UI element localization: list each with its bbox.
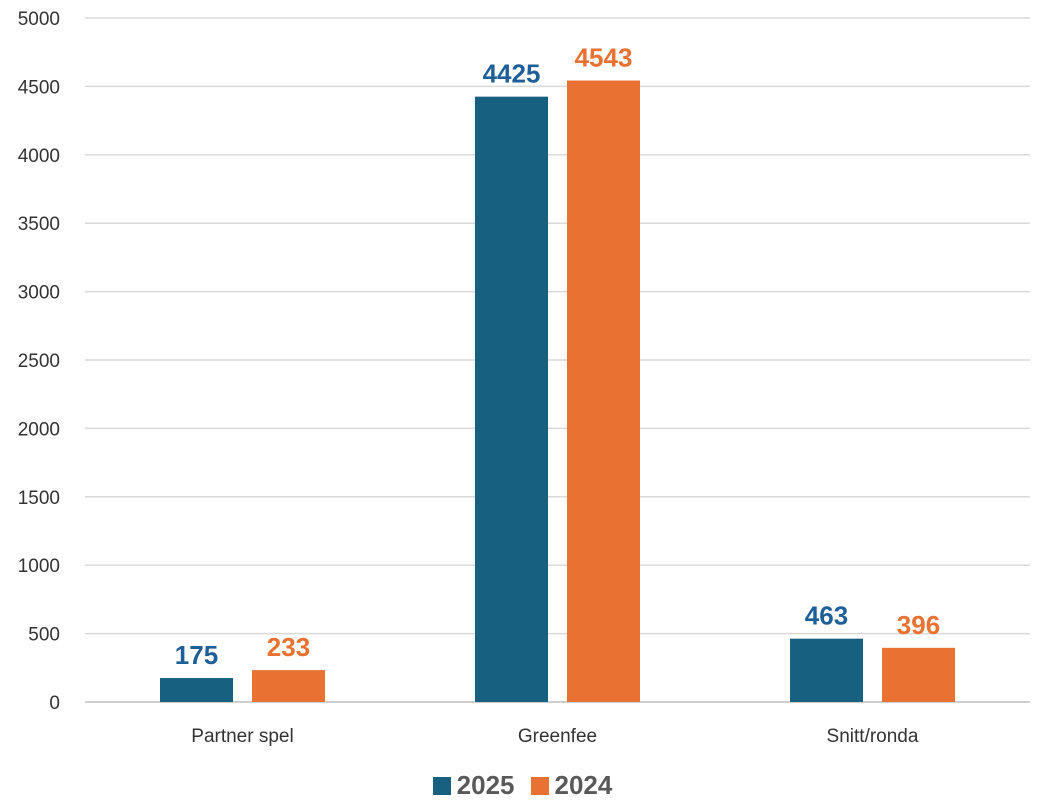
data-label-2024-greenfee: 4543 bbox=[575, 43, 633, 73]
y-tick-label-1500: 1500 bbox=[18, 488, 60, 509]
bar-2025-greenfee bbox=[475, 96, 548, 702]
y-tick-label-500: 500 bbox=[28, 625, 60, 646]
data-labels: 175 233 4425 4543 463 396 bbox=[175, 43, 940, 671]
x-category-label-greenfee: Greenfee bbox=[518, 726, 597, 747]
bar-2025-snitt-ronda bbox=[790, 638, 863, 702]
y-tick-label-0: 0 bbox=[49, 693, 60, 714]
y-tick-label-2000: 2000 bbox=[18, 419, 60, 440]
bar-2025-partner-spel bbox=[160, 678, 233, 702]
y-tick-label-3500: 3500 bbox=[18, 214, 60, 235]
legend-label-series-2: 2024 bbox=[554, 770, 613, 800]
legend-item-series-1: 2025 bbox=[432, 770, 515, 801]
x-axis-category-labels: Partner spel Greenfee Snitt/ronda bbox=[191, 726, 919, 747]
bar-chart: 0 500 1000 1500 2000 2500 3000 3500 4000 4500 5000… bbox=[18, 9, 1030, 747]
legend-swatch-series-1 bbox=[432, 776, 451, 795]
data-label-2025-partner-spel: 175 bbox=[175, 640, 218, 670]
gridlines bbox=[85, 17, 1030, 703]
bar-2024-greenfee bbox=[567, 80, 640, 703]
bar-2024-snitt-ronda bbox=[882, 647, 955, 702]
y-tick-label-3000: 3000 bbox=[18, 283, 60, 304]
x-category-label-partner-spel: Partner spel bbox=[191, 726, 293, 747]
y-axis-tick-labels: 0 500 1000 1500 2000 2500 3000 3500 4000 4500 5000 bbox=[18, 9, 60, 714]
y-tick-label-4500: 4500 bbox=[18, 77, 60, 98]
data-label-2025-snitt-ronda: 463 bbox=[805, 601, 848, 631]
y-tick-label-4000: 4000 bbox=[18, 146, 60, 167]
legend-label-series-1: 2025 bbox=[456, 770, 515, 800]
bars bbox=[160, 80, 955, 703]
y-tick-label-5000: 5000 bbox=[18, 9, 60, 30]
y-tick-label-2500: 2500 bbox=[18, 351, 60, 372]
legend-item-series-2: 2024 bbox=[530, 770, 613, 801]
x-category-label-snitt-ronda: Snitt/ronda bbox=[827, 726, 919, 747]
bar-2024-partner-spel bbox=[252, 670, 325, 702]
data-label-2024-snitt-ronda: 396 bbox=[897, 610, 940, 640]
data-label-2025-greenfee: 4425 bbox=[483, 59, 541, 89]
data-label-2024-partner-spel: 233 bbox=[267, 632, 310, 662]
legend: 2025 2024 bbox=[0, 770, 1045, 801]
legend-swatch-series-2 bbox=[530, 776, 549, 795]
y-tick-label-1000: 1000 bbox=[18, 556, 60, 577]
